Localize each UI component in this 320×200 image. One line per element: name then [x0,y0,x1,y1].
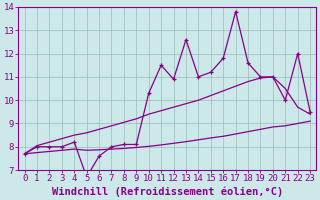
X-axis label: Windchill (Refroidissement éolien,°C): Windchill (Refroidissement éolien,°C) [52,186,283,197]
